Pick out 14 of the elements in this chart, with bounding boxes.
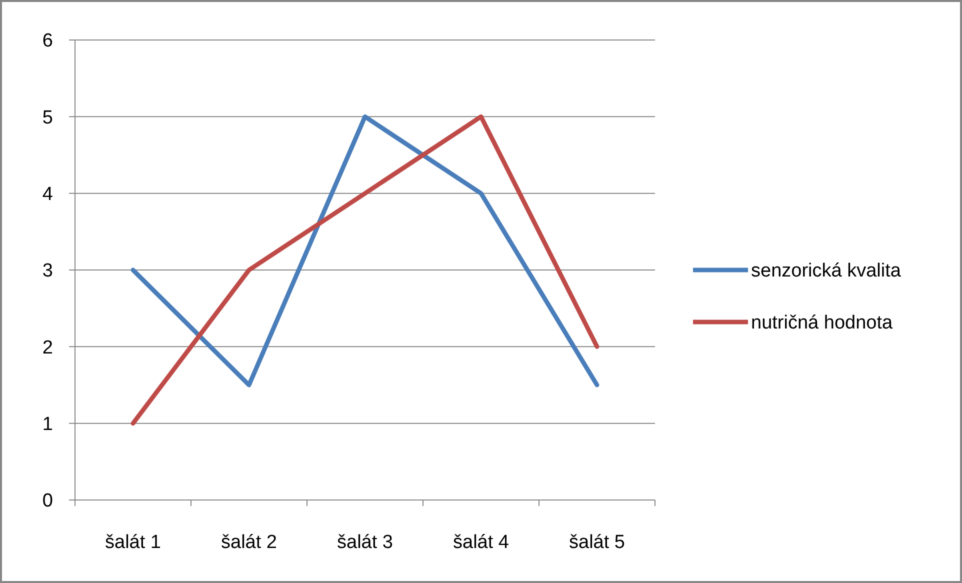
legend-label: senzorická kvalita (751, 260, 902, 282)
x-tick-label: šalát 1 (105, 532, 161, 553)
x-tick-label: šalát 4 (453, 532, 510, 553)
x-tick-label: šalát 2 (221, 532, 277, 553)
x-tick-label: šalát 5 (569, 532, 625, 553)
y-tick-label: 3 (42, 260, 53, 282)
y-tick-label: 5 (42, 107, 53, 128)
y-tick-label: 0 (42, 490, 53, 512)
y-tick-label: 6 (42, 30, 53, 52)
y-tick-label: 2 (42, 337, 53, 358)
legend-label: nutričná hodnota (751, 312, 893, 334)
y-tick-label: 1 (42, 414, 53, 435)
y-tick-label: 4 (42, 184, 54, 205)
x-tick-label: šalát 3 (337, 532, 393, 553)
